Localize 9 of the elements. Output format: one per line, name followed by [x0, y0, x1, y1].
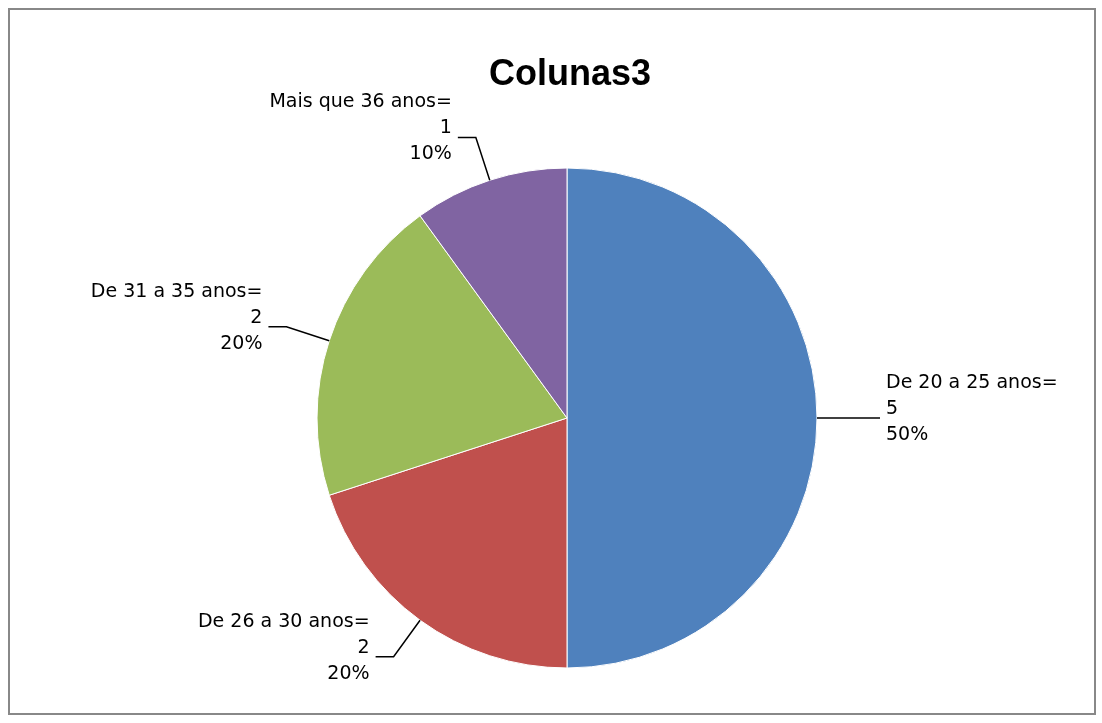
data-label: 2 20% — [327, 634, 370, 683]
slice-label: De 31 a 35 anos= — [90, 278, 263, 301]
slice-label: Mais que 36 anos= — [269, 89, 452, 112]
chart-title: Colunas3 — [488, 52, 652, 93]
data-label: 1 10% — [409, 115, 452, 164]
slice-label: De 26 a 30 anos= — [197, 608, 370, 631]
data-label: 5 50% — [886, 396, 929, 444]
data-label: 2 20% — [220, 304, 263, 353]
slice-label: De 20 a 25 anos= — [886, 370, 1058, 392]
